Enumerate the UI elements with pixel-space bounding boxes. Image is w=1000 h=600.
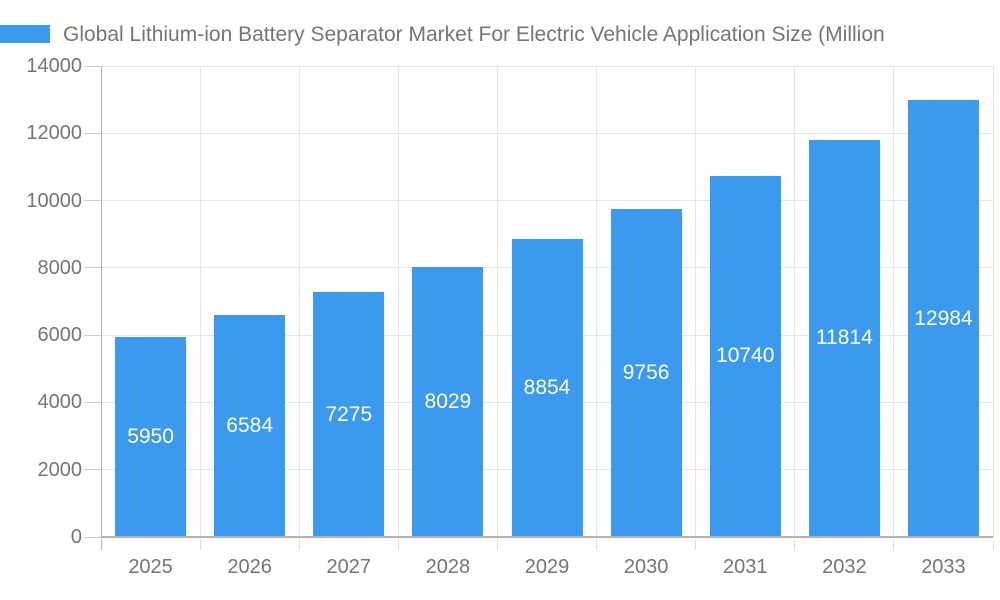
bar-2025[interactable]: 5950: [115, 336, 187, 537]
x-gridline: [794, 66, 796, 537]
x-axis-tick: [397, 539, 399, 550]
y-axis-tick-label: 6000: [37, 324, 83, 347]
bar-value-label: 9756: [622, 360, 670, 384]
x-axis-tick: [199, 539, 201, 550]
bar-value-label: 5950: [127, 424, 174, 448]
chart-title: Global Lithium-ion Battery Separator Mar…: [63, 23, 885, 46]
bar-2030[interactable]: 9756: [610, 208, 682, 537]
x-gridline: [992, 66, 994, 537]
bar-value-label: 7275: [325, 402, 373, 426]
bar-2029[interactable]: 8854: [511, 239, 583, 537]
x-gridline: [893, 66, 895, 537]
x-axis-tick: [893, 539, 895, 550]
y-axis-tick: [84, 401, 101, 403]
x-axis-tick-label: 2031: [722, 556, 768, 578]
y-axis-tick-label: 0: [70, 526, 82, 548]
x-axis-tick-label: 2030: [623, 556, 669, 578]
x-axis-tick: [100, 539, 102, 550]
y-axis-tick: [84, 200, 101, 202]
x-gridline: [397, 66, 399, 537]
x-gridline: [199, 66, 201, 537]
y-axis-line: [100, 66, 102, 537]
bar-2026[interactable]: 6584: [214, 315, 286, 537]
y-axis-tick: [84, 132, 101, 134]
y-axis-tick-label: 14000: [26, 55, 82, 77]
bar-2027[interactable]: 7275: [313, 292, 385, 537]
x-gridline: [695, 66, 697, 537]
bar-value-label: 11814: [815, 326, 873, 350]
x-axis-tick-label: 2025: [128, 556, 173, 578]
bar-2032[interactable]: 11814: [808, 139, 880, 537]
y-gridline: [101, 200, 993, 202]
y-axis-tick: [84, 65, 101, 67]
plot-area: 0 2000 4000 6000 8000 10000 12000 14000 5950 6584…: [26, 55, 994, 578]
bar-2031[interactable]: 10740: [709, 175, 781, 537]
y-axis-tick: [84, 267, 101, 269]
x-gridline: [596, 66, 598, 537]
bar-value-label: 10740: [716, 344, 775, 368]
y-axis-tick-label: 4000: [37, 391, 83, 414]
x-axis-tick: [992, 539, 994, 550]
bar-value-label: 8029: [424, 389, 472, 413]
x-axis-tick-label: 2032: [822, 556, 867, 578]
y-axis-tick: [84, 536, 101, 538]
legend-swatch: [0, 25, 50, 43]
bar-value-label: 6584: [226, 414, 274, 438]
bar-2033[interactable]: 12984: [907, 100, 979, 537]
bar-2028[interactable]: 8029: [412, 266, 484, 537]
x-axis-tick: [695, 539, 697, 550]
y-gridline: [101, 132, 993, 134]
x-axis-tick: [794, 539, 796, 550]
y-axis-tick-label: 8000: [37, 256, 83, 279]
x-gridline: [298, 66, 300, 537]
x-axis-tick-label: 2029: [524, 556, 570, 578]
bar-value-label: 8854: [523, 376, 571, 400]
x-gridline: [496, 66, 498, 537]
y-axis-tick: [84, 469, 101, 471]
x-axis-tick: [298, 539, 300, 550]
x-axis-tick-label: 2028: [425, 556, 471, 578]
y-axis-tick-label: 10000: [26, 189, 82, 212]
bar-value-label: 12984: [914, 306, 973, 330]
x-axis-tick: [596, 539, 598, 550]
x-axis-tick-label: 2033: [921, 556, 966, 578]
y-gridline: [101, 65, 993, 67]
y-axis-tick-label: 2000: [37, 458, 83, 481]
x-axis-tick-label: 2027: [326, 556, 372, 578]
x-axis-line: [101, 536, 993, 538]
y-axis-tick: [84, 334, 101, 336]
x-axis-tick-label: 2026: [227, 556, 272, 578]
x-axis-tick: [496, 539, 498, 550]
y-axis-tick-label: 12000: [26, 122, 82, 145]
